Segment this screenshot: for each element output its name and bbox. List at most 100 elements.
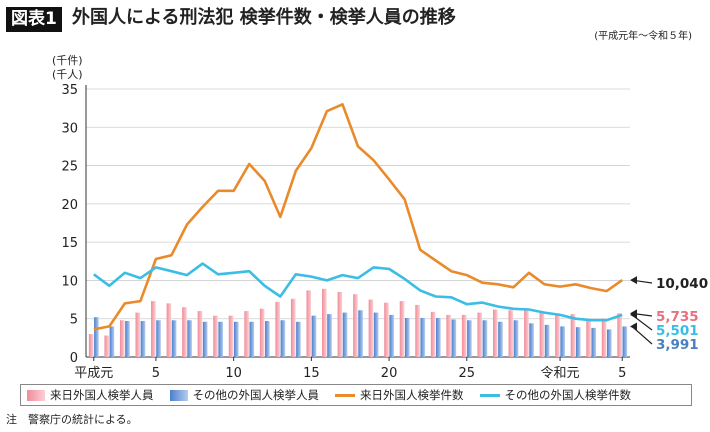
legend-swatch-2 — [335, 393, 355, 397]
y-tick-label-0: 0 — [70, 351, 78, 366]
bar-s0-34 — [617, 313, 622, 357]
bar-s0-11 — [259, 308, 265, 357]
bar-s0-4 — [151, 301, 156, 357]
bar-s1-4 — [156, 320, 161, 357]
bar-s0-7 — [197, 311, 203, 357]
end-arrow-head-2 — [630, 276, 637, 285]
legend-item-2: 来日外国人検挙件数 — [335, 387, 464, 403]
bar-s1-26 — [498, 321, 503, 357]
bar-s1-14 — [311, 315, 317, 357]
bar-s0-18 — [368, 299, 374, 357]
bar-s0-25 — [477, 312, 483, 357]
line-series-2 — [93, 103, 623, 331]
unit-label-cases: (千件) — [52, 54, 83, 67]
chart-legend: 来日外国人検挙人員 その他の外国人検挙人員 来日外国人検挙件数 その他の外国人検… — [20, 384, 692, 406]
bar-s1-24 — [467, 320, 472, 357]
bar-s0-17 — [353, 294, 358, 357]
end-label-3: 5,501 — [656, 323, 699, 339]
bar-s0-28 — [524, 310, 529, 357]
chart-title: 外国人による刑法犯 検挙件数・検挙人員の推移 — [72, 7, 456, 28]
bar-s0-10 — [244, 311, 249, 357]
bar-s0-0 — [88, 334, 94, 357]
bar-s1-9 — [233, 321, 239, 357]
bar-s1-30 — [560, 326, 565, 357]
y-tick-label-35: 35 — [61, 83, 78, 98]
unit-label-persons: (千人) — [52, 68, 83, 81]
bar-s1-25 — [482, 320, 488, 357]
y-tick-label-5: 5 — [70, 313, 78, 328]
footnote: 注 警察庁の統計による。 — [6, 413, 138, 426]
bar-s0-29 — [539, 311, 545, 357]
legend-swatch-0 — [27, 389, 45, 401]
bar-s1-11 — [265, 321, 270, 357]
bar-s1-34 — [622, 326, 628, 357]
bar-s1-0 — [94, 317, 99, 357]
end-arrow-head-1 — [630, 322, 637, 331]
figure-tag: 図表1 — [6, 7, 62, 32]
x-tick-label-19: 20 — [381, 366, 398, 381]
legend-item-1: その他の外国人検挙人員 — [169, 387, 320, 403]
end-label-2: 10,040 — [656, 276, 708, 292]
end-label-1: 3,991 — [656, 337, 699, 353]
bar-s1-15 — [327, 314, 332, 357]
bar-s1-3 — [140, 321, 146, 357]
bar-s1-16 — [342, 312, 348, 357]
bar-s0-3 — [135, 312, 141, 357]
bar-s1-28 — [529, 323, 534, 357]
bar-s0-23 — [446, 314, 451, 357]
bar-s1-1 — [109, 326, 115, 357]
bar-s1-6 — [187, 320, 192, 357]
bar-s1-21 — [420, 317, 426, 357]
y-tick-label-10: 10 — [61, 274, 78, 289]
line-series-3 — [93, 262, 623, 322]
bar-s0-20 — [399, 301, 405, 357]
legend-swatch-3 — [479, 393, 500, 397]
bar-s1-7 — [202, 321, 208, 357]
legend-label-1: その他の外国人検挙人員 — [192, 388, 320, 402]
bar-s0-15 — [322, 288, 327, 357]
bar-s0-33 — [601, 318, 607, 357]
x-tick-label-9: 10 — [225, 366, 242, 381]
bar-s0-21 — [415, 304, 420, 357]
bar-s0-8 — [213, 315, 218, 357]
legend-item-0: 来日外国人検挙人員 — [27, 387, 154, 403]
bar-s0-22 — [430, 311, 436, 357]
bar-s0-19 — [384, 302, 389, 357]
bar-s1-29 — [544, 324, 550, 357]
bar-s0-2 — [119, 320, 125, 357]
bar-s0-30 — [555, 313, 560, 357]
legend-label-3: その他の外国人検挙件数 — [504, 388, 632, 402]
bar-s1-31 — [575, 327, 581, 357]
bar-s0-27 — [508, 310, 514, 357]
x-tick-label-30: 令和元 — [541, 366, 580, 381]
bar-s1-8 — [218, 321, 224, 357]
legend-swatch-1 — [169, 389, 188, 401]
y-tick-label-15: 15 — [61, 236, 78, 251]
y-tick-label-25: 25 — [61, 160, 78, 175]
bar-s1-27 — [513, 320, 519, 357]
bar-s1-10 — [249, 321, 255, 357]
bar-s1-18 — [373, 312, 379, 357]
bar-s1-22 — [436, 317, 441, 357]
bar-s0-24 — [461, 314, 467, 357]
x-tick-label-14: 15 — [303, 366, 320, 381]
bar-s1-5 — [171, 320, 177, 357]
chart-period: (平成元年〜令和５年) — [594, 31, 692, 42]
legend-label-2: 来日外国人検挙件数 — [360, 388, 464, 402]
bar-s0-12 — [275, 301, 280, 357]
bar-s1-32 — [591, 327, 597, 357]
bar-s0-1 — [104, 335, 110, 357]
bar-s0-6 — [182, 307, 187, 357]
x-tick-label-24: 25 — [459, 366, 476, 381]
x-tick-label-4: 5 — [152, 366, 160, 381]
x-tick-label-34: 5 — [618, 366, 626, 381]
bar-s1-12 — [280, 320, 286, 357]
bar-s0-26 — [492, 309, 498, 357]
chart-canvas: 0 5 10 15 20 25 30 35 平成元 5 10 15 20 25 令和元 5 10,040 5,73… — [61, 83, 708, 381]
bar-s0-31 — [570, 314, 576, 357]
bar-s0-13 — [290, 298, 296, 357]
bar-s1-33 — [606, 329, 612, 357]
bar-s0-5 — [166, 303, 172, 357]
bar-s0-9 — [228, 315, 234, 357]
bar-s1-20 — [404, 317, 410, 357]
